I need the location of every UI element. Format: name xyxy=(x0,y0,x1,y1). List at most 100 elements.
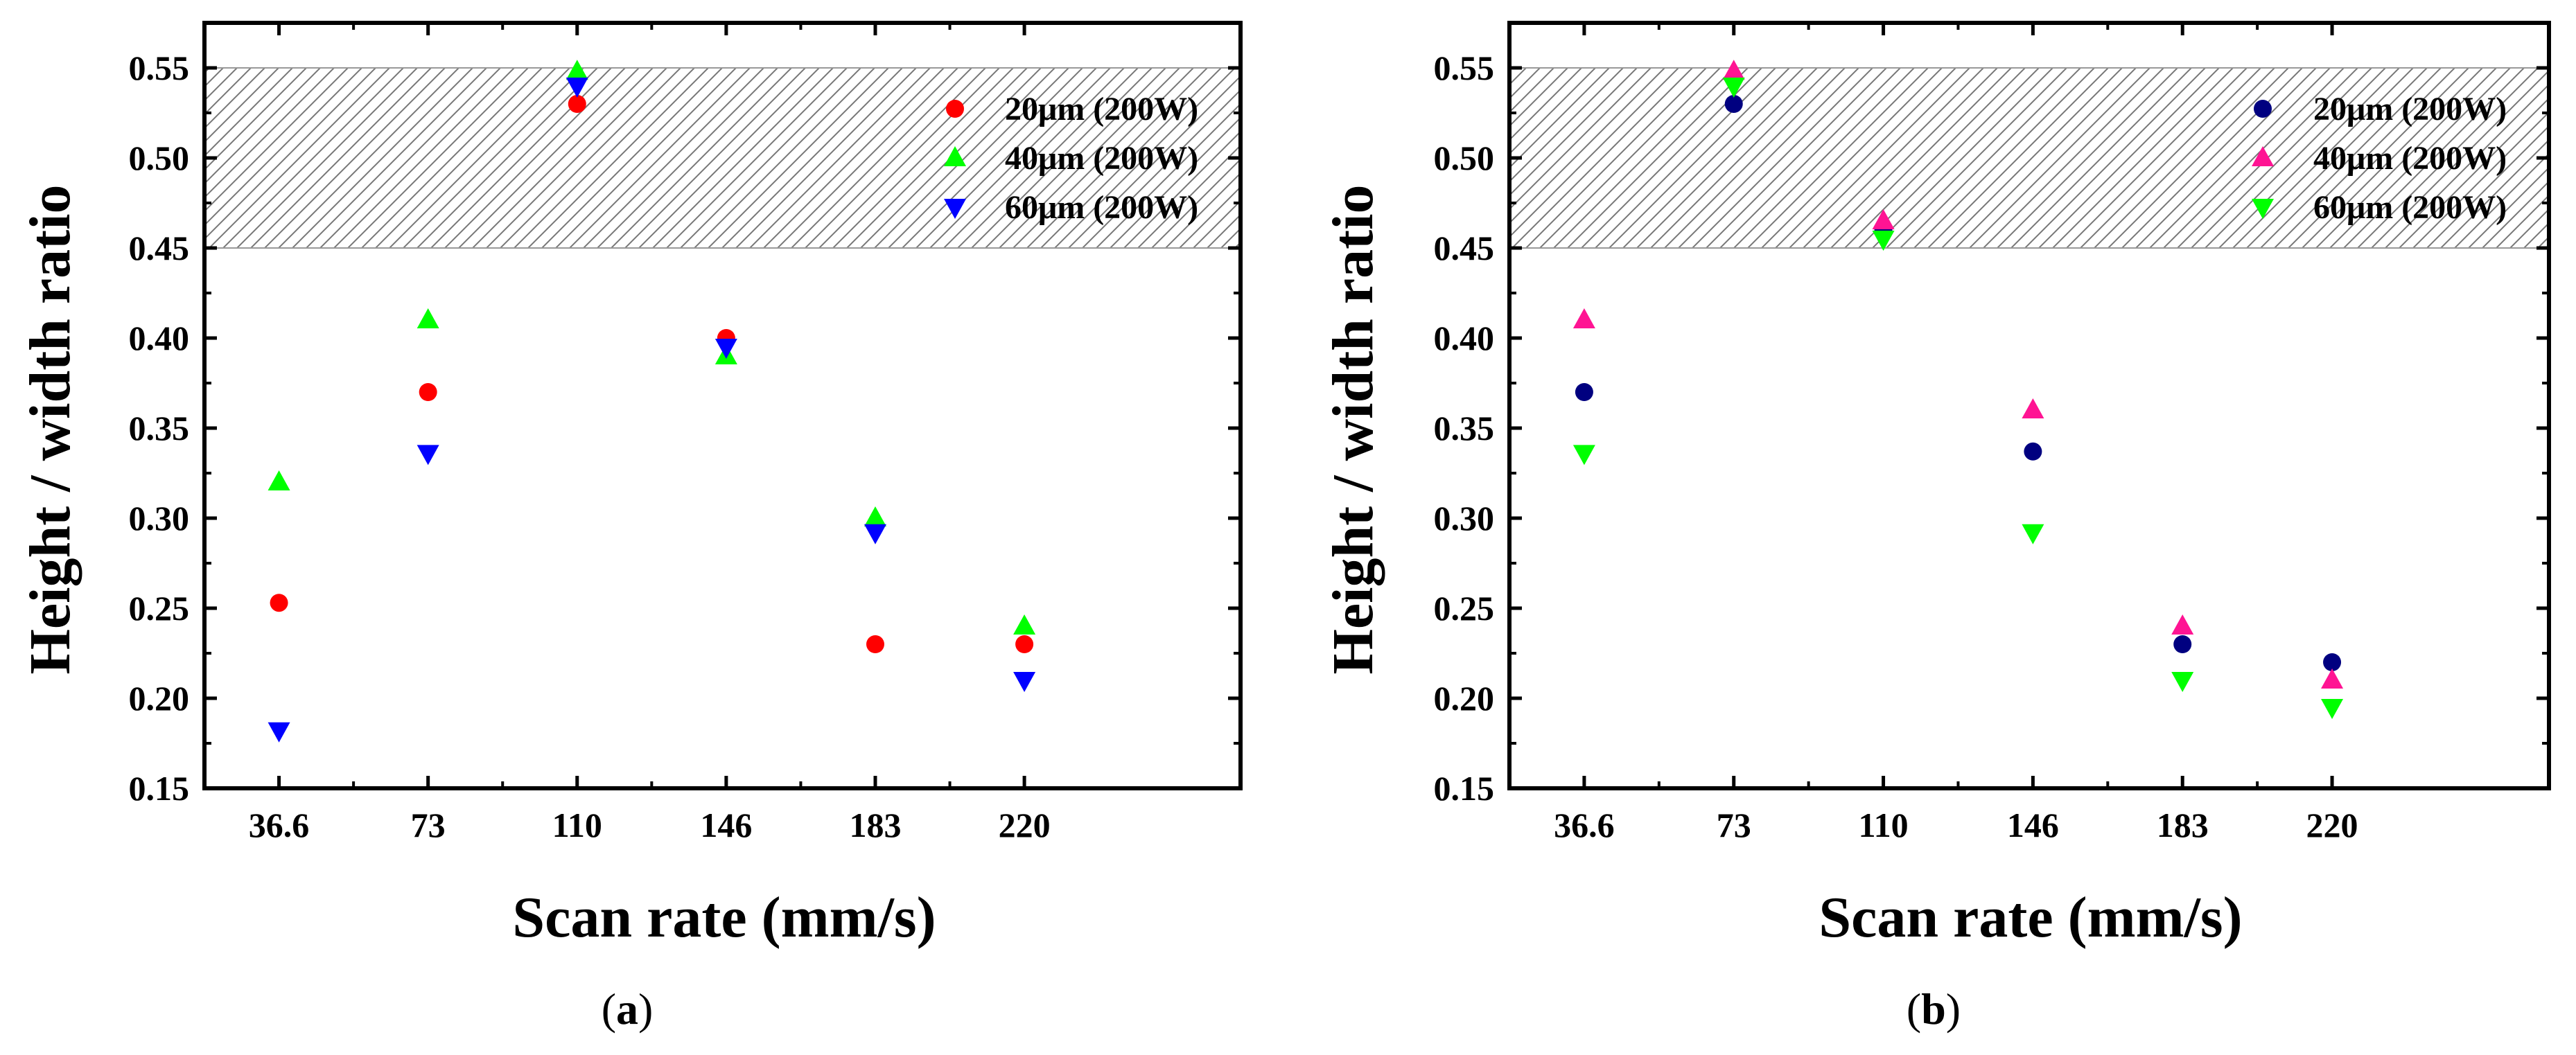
legend-entry: 60μm (200W) xyxy=(944,189,1198,226)
legend-label-60um: 60μm (200W) xyxy=(1005,189,1198,226)
legend: 20μm (200W) 40μm (200W) 60μm (200W) xyxy=(2252,91,2507,226)
x-tick-label: 110 xyxy=(1858,806,1908,844)
data-point xyxy=(2171,672,2194,692)
y-tick-label: 0.20 xyxy=(1434,679,1495,718)
legend-label-20um: 20μm (200W) xyxy=(1005,91,1198,127)
triangle-down-marker xyxy=(2252,199,2274,219)
data-point xyxy=(1572,308,1595,328)
data-point xyxy=(1015,635,1034,653)
legend-entry: 20μm (200W) xyxy=(2254,91,2507,127)
legend-label-60um: 60μm (200W) xyxy=(2313,189,2507,226)
data-point xyxy=(1872,209,1895,229)
y-tick-label: 0.25 xyxy=(129,589,190,628)
shaded-band xyxy=(1509,67,2550,249)
x-tick-label: 146 xyxy=(700,806,752,844)
data-point xyxy=(419,383,437,401)
y-tick-label: 0.30 xyxy=(129,499,190,538)
data-point xyxy=(417,308,439,328)
y-tick-label: 0.40 xyxy=(1434,319,1495,357)
x-tick-label: 220 xyxy=(2306,806,2358,844)
data-point xyxy=(2321,699,2344,719)
legend: 20μm (200W) 40μm (200W) 60μm (200W) xyxy=(944,91,1198,226)
panel-caption: (a) xyxy=(602,984,654,1034)
legend-entry: 40μm (200W) xyxy=(2252,140,2507,177)
triangle-up-marker xyxy=(2252,146,2274,166)
y-axis-title: Height / width ratio xyxy=(1321,185,1385,675)
chart-panel-a: 0.15 0.20 0.25 0.30 0.35 0.40 0.45 0.50 0.55 36.6… xyxy=(18,21,1243,1034)
y-tick-label: 0.40 xyxy=(129,319,190,357)
data-point xyxy=(268,722,290,743)
series-3 xyxy=(1572,78,2344,719)
legend-marker-40um xyxy=(944,146,966,166)
legend-entry: 40μm (200W) xyxy=(944,140,1198,177)
y-tick-label: 0.50 xyxy=(129,139,190,177)
x-axis-title: Scan rate (mm/s) xyxy=(512,885,936,950)
y-tick-label: 0.30 xyxy=(1434,499,1495,538)
data-point xyxy=(864,506,886,526)
triangle-down-marker xyxy=(944,199,966,219)
data-point xyxy=(568,95,586,113)
plot-area: 0.15 0.20 0.25 0.30 0.35 0.40 0.45 0.50 0.55 36.6… xyxy=(129,21,1243,844)
legend-label-40um: 40μm (200W) xyxy=(1005,140,1198,177)
y-tick-label: 0.45 xyxy=(1434,229,1495,267)
x-tick-label: 220 xyxy=(999,806,1051,844)
data-point xyxy=(2173,635,2192,653)
legend-marker-40um xyxy=(2252,146,2274,166)
data-point xyxy=(1575,383,1593,401)
legend-label-20um: 20μm (200W) xyxy=(2313,91,2507,127)
data-point xyxy=(2171,614,2194,635)
chart-panel-b: 0.15 0.20 0.25 0.30 0.35 0.40 0.45 0.50 0.55 36.6… xyxy=(1321,21,2551,1034)
plot-frame xyxy=(1507,21,2551,790)
data-point xyxy=(866,635,884,653)
shaded-band xyxy=(204,67,1241,249)
data-point xyxy=(2022,398,2044,418)
legend-label-40um: 40μm (200W) xyxy=(2313,140,2507,177)
data-point xyxy=(2321,668,2344,689)
data-point xyxy=(417,445,439,466)
x-tick-label: 183 xyxy=(2157,806,2209,844)
data-point xyxy=(2024,442,2042,461)
plot-frame xyxy=(202,21,1243,790)
data-point xyxy=(1872,231,1895,251)
x-tick-label: 73 xyxy=(411,806,446,844)
data-point xyxy=(566,78,588,98)
x-tick-label: 36.6 xyxy=(1554,806,1615,844)
y-tick-label: 0.45 xyxy=(129,229,190,267)
panel-caption-letter: a xyxy=(616,984,638,1034)
y-tick-label: 0.15 xyxy=(1434,769,1495,808)
data-point xyxy=(864,524,886,544)
data-point xyxy=(715,339,737,359)
x-tick-label: 73 xyxy=(1717,806,1751,844)
data-point xyxy=(1572,445,1595,466)
data-point xyxy=(1013,614,1036,635)
y-tick-label: 0.35 xyxy=(129,409,190,447)
series-3 xyxy=(268,78,1036,743)
data-point xyxy=(1722,78,1745,98)
y-tick-label: 0.15 xyxy=(129,769,190,808)
x-axis-title: Scan rate (mm/s) xyxy=(1819,885,2242,950)
data-point xyxy=(1013,672,1036,692)
panel-caption-letter: b xyxy=(1921,984,1946,1034)
x-tick-label: 183 xyxy=(849,806,901,844)
y-tick-label: 0.20 xyxy=(129,679,190,718)
legend-entry: 20μm (200W) xyxy=(946,91,1198,127)
data-point xyxy=(2022,524,2044,544)
data-point xyxy=(1724,95,1743,113)
legend-entry: 60μm (200W) xyxy=(2252,189,2507,226)
y-tick-label: 0.50 xyxy=(1434,139,1495,177)
data-point xyxy=(270,594,288,612)
y-tick-label: 0.55 xyxy=(1434,48,1495,87)
data-point xyxy=(268,470,290,490)
legend-marker-60um xyxy=(2252,199,2274,219)
legend-marker-20um xyxy=(2254,100,2272,118)
legend-marker-60um xyxy=(944,199,966,219)
data-point xyxy=(2323,653,2342,671)
series-2 xyxy=(1572,60,2344,689)
x-tick-label: 36.6 xyxy=(249,806,310,844)
x-tick-label: 146 xyxy=(2007,806,2059,844)
y-tick-label: 0.25 xyxy=(1434,589,1495,628)
circle-marker xyxy=(2254,100,2272,118)
x-tick-label: 110 xyxy=(552,806,602,844)
panel-caption: (b) xyxy=(1907,984,1961,1034)
circle-marker xyxy=(946,100,964,118)
